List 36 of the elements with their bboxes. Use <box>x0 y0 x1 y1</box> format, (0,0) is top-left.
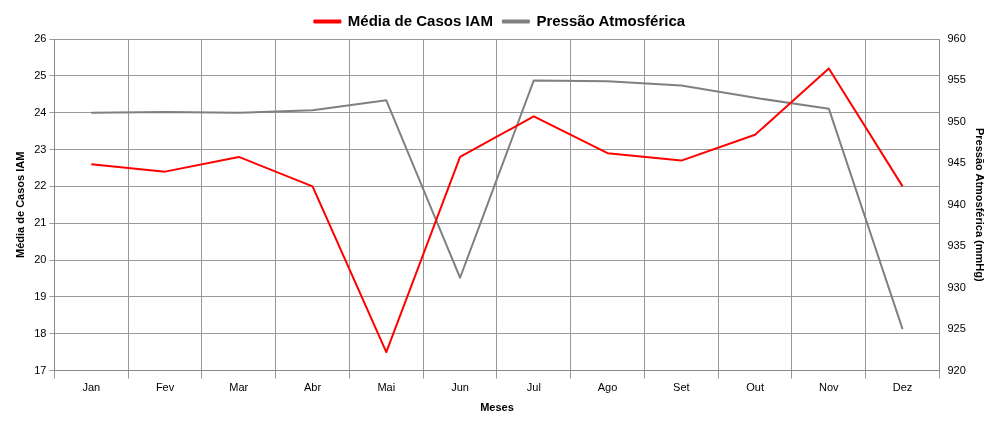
y2-axis-title: Pressão Atmosférica (mmHg) <box>974 127 987 282</box>
x-tick-label: Jul <box>526 381 541 394</box>
x-tick-label: Dez <box>892 381 913 394</box>
y-tick-label: 19 <box>34 289 47 302</box>
y-tick-label: 25 <box>34 68 47 81</box>
x-tick-label: Jun <box>451 381 469 394</box>
y2-tick-label: 950 <box>947 114 966 127</box>
x-axis-title: Meses <box>480 401 514 414</box>
y-tick-label: 21 <box>34 216 47 229</box>
y2-tick-label: 960 <box>947 32 966 45</box>
y-tick-label: 18 <box>34 326 47 339</box>
x-tick-label: Set <box>673 381 690 394</box>
x-tick-label: Abr <box>304 381 322 394</box>
y2-tick-label: 930 <box>947 280 966 293</box>
y2-tick-label: 935 <box>947 239 966 252</box>
x-tick-label: Mar <box>229 381 249 394</box>
x-tick-label: Nov <box>819 381 840 394</box>
x-tick-label: Out <box>746 381 764 394</box>
y-tick-label: 20 <box>34 253 47 266</box>
y-tick-label: 24 <box>34 105 47 118</box>
y2-tick-label: 945 <box>947 156 966 169</box>
legend-label: Pressão Atmosférica <box>536 11 686 29</box>
y-tick-label: 22 <box>34 179 47 192</box>
y-axis-title: Média de Casos IAM <box>13 151 26 258</box>
legend-label: Média de Casos IAM <box>347 11 493 29</box>
y2-tick-label: 955 <box>947 73 966 86</box>
x-tick-label: Jan <box>82 381 101 394</box>
x-tick-label: Mai <box>377 381 396 394</box>
y-tick-label: 17 <box>34 363 47 376</box>
x-tick-label: Ago <box>597 381 618 394</box>
y-tick-label: 23 <box>34 142 47 155</box>
y2-tick-label: 925 <box>947 322 966 335</box>
y-tick-label: 26 <box>34 32 47 45</box>
y2-tick-label: 940 <box>947 197 966 210</box>
x-tick-label: Fev <box>155 381 175 394</box>
y2-tick-label: 920 <box>947 363 966 376</box>
